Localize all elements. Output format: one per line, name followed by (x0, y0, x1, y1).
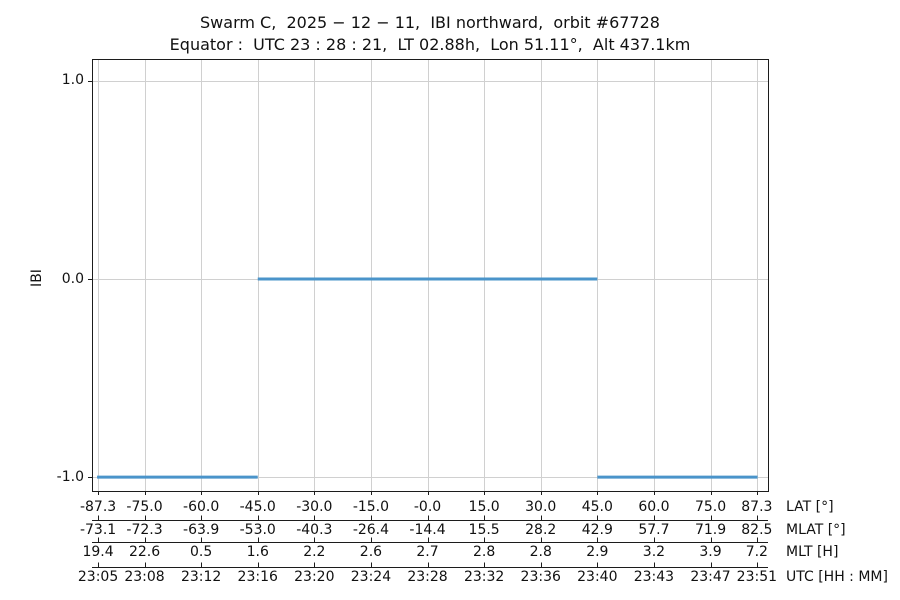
y-tick-label: 1.0 (61, 72, 84, 88)
mlt-tick-label: 2.8 (472, 544, 496, 560)
utc-tick-label: 23:40 (577, 569, 618, 585)
mlt-tick-label: 0.5 (190, 544, 213, 560)
mlat-tick-label: -72.3 (126, 522, 163, 538)
lat-tick-label: -45.0 (239, 499, 276, 515)
utc-tick-label: 23:12 (180, 569, 222, 585)
mlt-tick-label: 2.2 (303, 544, 326, 560)
mlt-tick-label: 19.4 (82, 544, 114, 560)
lat-tick-label: 30.0 (525, 499, 557, 515)
lat-tick-label: -60.0 (183, 499, 220, 515)
y-tick-label: -1.0 (56, 469, 84, 485)
mlt-tick-label: 7.2 (745, 544, 768, 560)
utc-tick-label: 23:20 (294, 569, 335, 585)
axis-name-lat: LAT [°] (786, 499, 834, 515)
utc-tick-label: 23:36 (520, 569, 561, 585)
mlat-tick-label: 71.9 (694, 522, 727, 538)
mlt-tick-label: 22.6 (128, 544, 161, 560)
mlat-tick-label: 15.5 (468, 522, 500, 538)
mlat-tick-label: -14.4 (409, 522, 446, 538)
mlat-tick-label: 82.5 (741, 522, 773, 538)
mlat-tick-label: -73.1 (79, 522, 117, 538)
mlat-tick-label: 42.9 (581, 522, 613, 538)
y-tick-label: 0.0 (61, 271, 84, 287)
utc-tick-label: 23:47 (690, 569, 731, 585)
mlt-tick-label: 3.2 (642, 544, 666, 560)
lat-tick-label: 75.0 (694, 499, 727, 515)
lat-tick-label: 60.0 (638, 499, 670, 515)
lat-tick-label: -30.0 (296, 499, 333, 515)
chart-subtitle: Equator : UTC 23 : 28 : 21, LT 02.88h, L… (169, 35, 691, 54)
mlt-tick-label: 2.6 (359, 544, 383, 560)
mlat-tick-label: -53.0 (239, 522, 276, 538)
mlt-tick-label: 2.8 (529, 544, 552, 560)
lat-tick-label: -75.0 (126, 499, 163, 515)
lat-tick-label: 45.0 (581, 499, 613, 515)
utc-tick-label: 23:43 (633, 569, 675, 585)
lat-tick-label: -87.3 (79, 499, 117, 515)
lat-tick-label: -0.0 (413, 499, 442, 515)
mlat-tick-label: 57.7 (638, 522, 670, 538)
mlat-tick-label: -63.9 (183, 522, 220, 538)
lat-tick-label: -15.0 (352, 499, 390, 515)
mlt-tick-label: 3.9 (699, 544, 722, 560)
mlat-tick-label: -40.3 (296, 522, 333, 538)
lat-tick-label: 15.0 (468, 499, 500, 515)
utc-tick-label: 23:32 (463, 569, 505, 585)
utc-tick-label: 23:28 (407, 569, 448, 585)
axis-name-mlat: MLAT [°] (786, 522, 846, 538)
utc-tick-label: 23:16 (237, 569, 278, 585)
chart-title: Swarm C, 2025 − 12 − 11, IBI northward, … (200, 13, 660, 32)
mlt-tick-label: 2.9 (586, 544, 609, 560)
mlt-tick-label: 2.7 (416, 544, 439, 560)
axis-name-mlt: MLT [H] (786, 544, 839, 560)
axis-name-utc: UTC [HH : MM] (786, 569, 888, 585)
mlat-tick-label: 28.2 (525, 522, 557, 538)
utc-tick-label: 23:05 (77, 569, 119, 585)
mlat-tick-label: -26.4 (352, 522, 390, 538)
utc-tick-label: 23:51 (736, 569, 778, 585)
utc-tick-label: 23:24 (350, 569, 392, 585)
utc-tick-label: 23:08 (124, 569, 165, 585)
plot-frame (92, 59, 769, 492)
mlt-tick-label: 1.6 (246, 544, 269, 560)
lat-tick-label: 87.3 (741, 499, 773, 515)
